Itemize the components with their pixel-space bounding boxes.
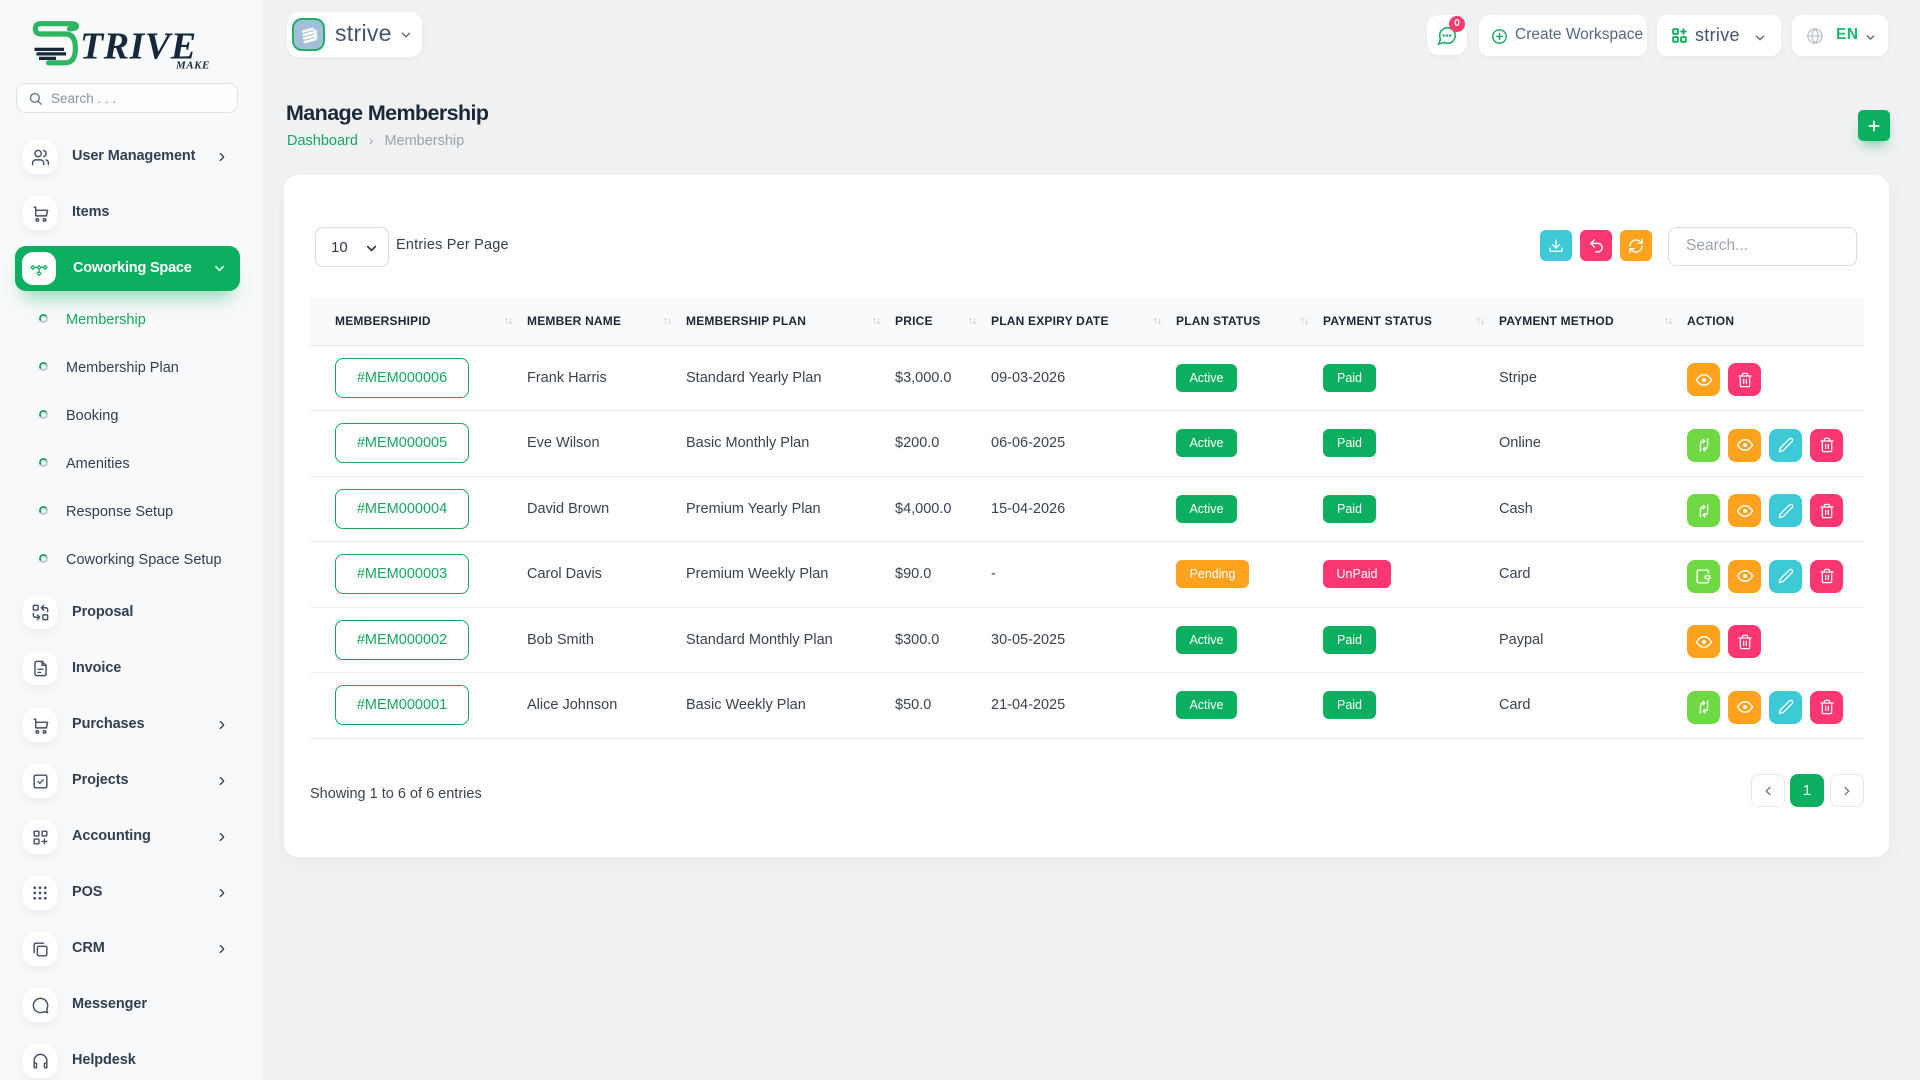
svg-text:MAKE: MAKE: [175, 60, 210, 72]
svg-text:TRIVE: TRIVE: [80, 26, 197, 68]
